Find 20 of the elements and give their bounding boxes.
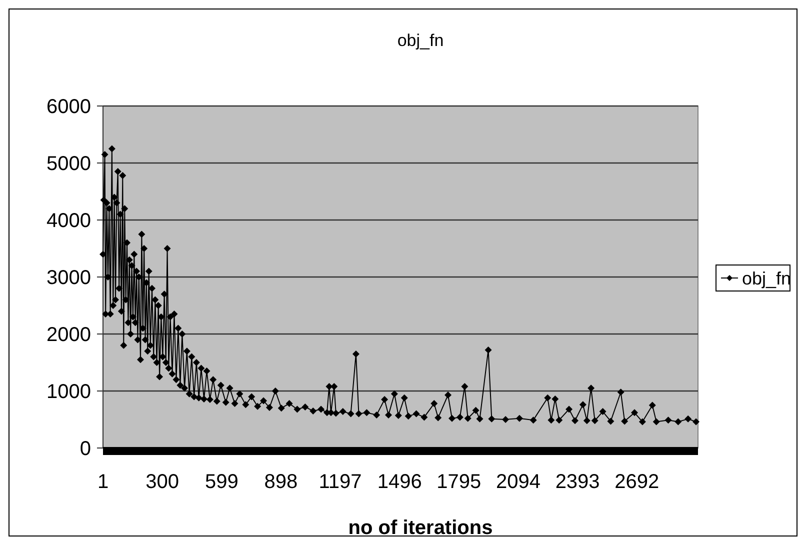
y-tick-label: 2000 [46, 324, 91, 346]
x-tick-label: 2094 [496, 471, 540, 493]
x-tick-label: 2393 [555, 471, 600, 493]
x-tick-label: 898 [264, 471, 298, 493]
x-tick-label: 2692 [614, 471, 660, 493]
y-tick-label: 5000 [46, 153, 91, 175]
x-tick-label: 1 [97, 471, 109, 493]
y-tick-label: 1000 [46, 381, 91, 403]
x-tick-label: 1795 [436, 471, 482, 493]
x-tick-label: 1197 [318, 471, 362, 493]
x-tick-label: 1496 [377, 471, 422, 493]
x-tick-label: 599 [204, 471, 238, 493]
x-axis-title: no of iterations [348, 517, 493, 539]
x-tick-label: 300 [146, 471, 180, 493]
y-tick-label: 6000 [46, 96, 91, 118]
chart-title: obj_fn [397, 31, 444, 50]
y-tick-label: 3000 [46, 267, 91, 289]
y-tick-label: 0 [80, 438, 91, 460]
y-tick-label: 4000 [46, 210, 91, 232]
legend-label: obj_fn [742, 268, 792, 288]
